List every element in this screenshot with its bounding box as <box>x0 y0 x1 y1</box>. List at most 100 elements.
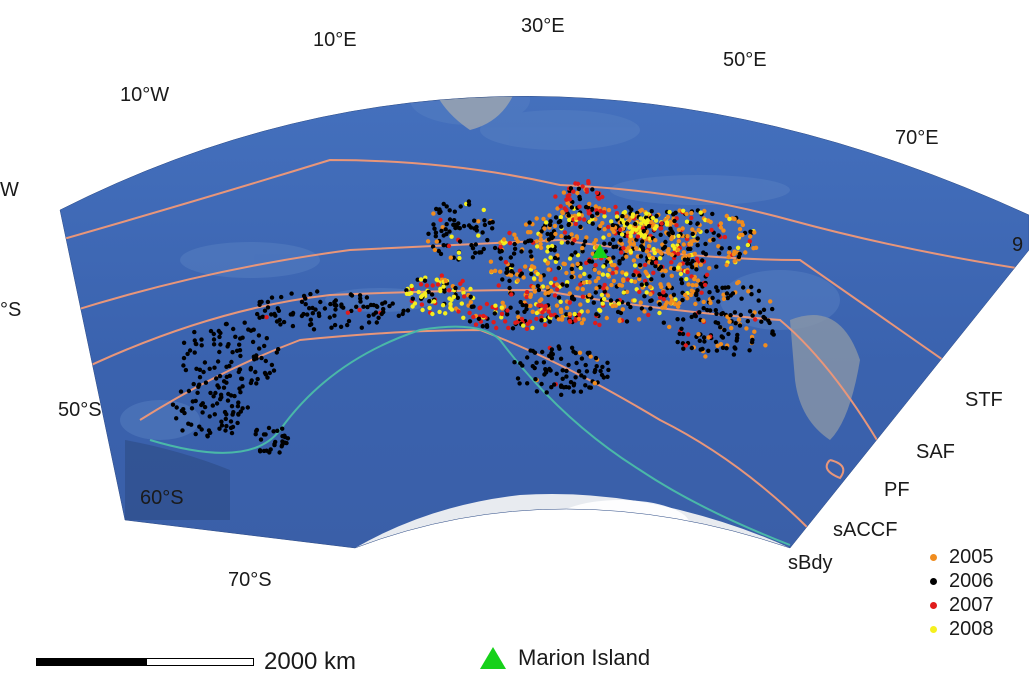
track-point <box>547 213 552 218</box>
track-point <box>653 218 659 223</box>
track-point <box>630 212 636 217</box>
track-point <box>543 322 548 328</box>
track-point <box>527 220 532 225</box>
track-point <box>677 262 683 267</box>
track-point <box>573 221 578 227</box>
track-point <box>701 306 706 311</box>
track-point <box>649 209 654 214</box>
track-point <box>612 263 617 268</box>
track-point <box>770 306 775 312</box>
track-point <box>628 249 634 255</box>
track-point <box>540 310 545 315</box>
track-point <box>699 290 704 295</box>
track-point <box>221 379 227 384</box>
track-point <box>715 288 720 293</box>
track-point <box>646 224 652 229</box>
track-point <box>442 289 447 294</box>
track-point <box>203 380 209 385</box>
track-point <box>582 239 588 244</box>
track-point <box>255 376 260 382</box>
track-point <box>202 404 208 410</box>
track-point <box>561 385 566 390</box>
track-point <box>617 259 622 264</box>
track-point <box>520 302 525 308</box>
track-point <box>620 270 625 275</box>
track-point <box>571 383 576 388</box>
track-point <box>290 310 296 316</box>
track-point <box>503 260 509 265</box>
track-point <box>749 284 754 290</box>
track-point <box>657 302 662 307</box>
track-point <box>181 355 187 361</box>
track-point <box>729 325 734 331</box>
track-point <box>582 217 587 222</box>
track-point <box>548 353 553 359</box>
track-point <box>614 266 619 271</box>
triangle-icon <box>480 647 506 669</box>
track-point <box>600 194 605 200</box>
track-point <box>420 307 425 313</box>
track-point <box>553 194 558 199</box>
track-point <box>644 211 649 216</box>
track-point <box>357 307 362 313</box>
track-point <box>576 186 582 191</box>
track-point <box>318 299 323 305</box>
track-point <box>617 282 622 288</box>
track-point <box>613 204 618 210</box>
track-point <box>224 412 229 417</box>
legend-label: 2006 <box>949 569 994 592</box>
track-point <box>675 247 681 252</box>
track-point <box>231 326 236 332</box>
track-point <box>559 224 564 229</box>
track-point <box>536 303 541 308</box>
track-point <box>444 204 449 209</box>
track-point <box>523 264 528 269</box>
track-point <box>610 237 616 242</box>
track-point <box>217 426 222 431</box>
track-point <box>713 308 718 313</box>
track-point <box>170 402 176 407</box>
track-point <box>233 334 238 339</box>
track-point <box>471 314 476 320</box>
track-point <box>308 317 313 322</box>
track-point <box>702 339 707 344</box>
track-point <box>546 244 551 250</box>
legend-dot-icon <box>930 577 937 585</box>
track-point <box>441 201 446 207</box>
track-point <box>720 311 725 316</box>
track-point <box>654 224 659 229</box>
track-point <box>449 297 454 302</box>
track-point <box>248 328 254 333</box>
track-point <box>695 278 701 283</box>
track-point <box>674 223 679 228</box>
track-point <box>654 213 659 219</box>
track-point <box>223 428 228 433</box>
track-point <box>433 234 438 239</box>
saf-line <box>60 238 1029 421</box>
track-point <box>530 348 536 354</box>
track-point <box>200 401 205 406</box>
track-point <box>577 216 582 221</box>
track-point <box>738 312 743 318</box>
front-label-pf: PF <box>884 479 910 501</box>
track-point <box>632 279 638 284</box>
track-point <box>573 375 578 380</box>
track-point <box>513 320 518 325</box>
track-point <box>638 254 644 259</box>
track-point <box>621 278 626 284</box>
track-point <box>507 230 512 236</box>
track-point <box>552 248 557 253</box>
front-label-sbdy: sBdy <box>788 552 833 574</box>
track-point <box>212 412 217 417</box>
track-point <box>730 291 736 296</box>
track-point <box>191 381 196 387</box>
track-point <box>547 319 552 324</box>
legend-dot-icon <box>930 601 937 609</box>
track-point <box>311 327 317 332</box>
track-point <box>281 319 287 325</box>
track-point <box>690 265 695 270</box>
track-point <box>404 288 409 293</box>
track-point <box>739 296 744 301</box>
track-point <box>703 354 708 359</box>
track-point <box>299 313 305 319</box>
